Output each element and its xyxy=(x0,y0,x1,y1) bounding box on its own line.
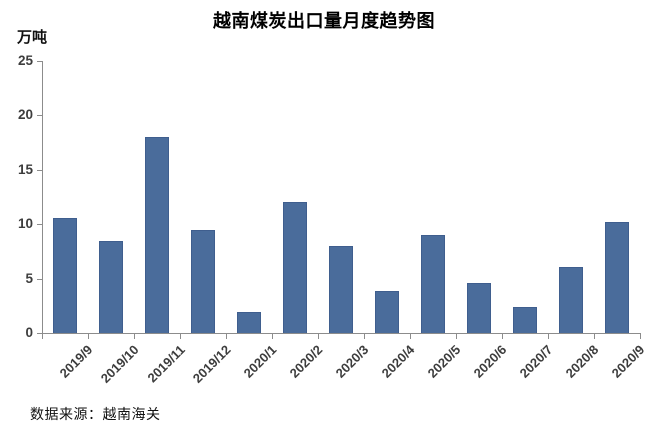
y-tick-mark xyxy=(37,170,42,171)
y-tick-mark xyxy=(37,61,42,62)
x-tick-mark xyxy=(134,333,135,339)
x-tick-mark xyxy=(594,333,595,339)
x-tick-mark xyxy=(272,333,273,339)
bar xyxy=(145,137,169,333)
bar xyxy=(513,307,537,333)
bar xyxy=(421,235,445,333)
x-tick-mark xyxy=(548,333,549,339)
x-tick-label: 2020/6 xyxy=(470,342,510,381)
y-tick-mark xyxy=(37,333,42,334)
y-axis-line xyxy=(42,61,43,333)
x-tick-mark xyxy=(410,333,411,339)
y-tick-label: 10 xyxy=(17,216,33,231)
x-axis-line xyxy=(42,333,641,334)
bar xyxy=(99,241,123,333)
x-tick-mark xyxy=(180,333,181,339)
x-tick-label: 2019/9 xyxy=(56,342,96,381)
y-axis-unit-label: 万吨 xyxy=(17,29,48,46)
y-tick-mark xyxy=(37,279,42,280)
x-tick-label: 2020/5 xyxy=(424,342,464,381)
x-tick-mark xyxy=(502,333,503,339)
x-tick-mark xyxy=(226,333,227,339)
x-tick-label: 2020/7 xyxy=(516,342,556,381)
x-tick-mark xyxy=(640,333,641,339)
x-tick-mark xyxy=(88,333,89,339)
bar xyxy=(53,218,77,333)
bar xyxy=(191,230,215,333)
bar xyxy=(329,246,353,333)
x-tick-label: 2019/11 xyxy=(144,342,188,386)
x-tick-label: 2019/12 xyxy=(189,342,234,386)
bar xyxy=(375,291,399,333)
x-tick-label: 2020/9 xyxy=(608,342,648,381)
bar xyxy=(605,222,629,333)
data-source-note: 数据来源：越南海关 xyxy=(30,406,161,422)
y-tick-mark xyxy=(37,115,42,116)
y-tick-label: 20 xyxy=(17,107,33,122)
x-tick-label: 2020/8 xyxy=(562,342,602,381)
bar xyxy=(283,202,307,333)
y-tick-label: 15 xyxy=(17,162,33,177)
x-tick-mark xyxy=(318,333,319,339)
x-tick-label: 2020/1 xyxy=(240,342,280,381)
x-tick-mark xyxy=(42,333,43,339)
x-tick-mark xyxy=(364,333,365,339)
y-tick-label: 25 xyxy=(17,53,33,68)
bar xyxy=(559,267,583,333)
x-tick-label: 2020/2 xyxy=(286,342,326,381)
bar xyxy=(237,312,261,333)
bar xyxy=(467,283,491,333)
y-tick-label: 0 xyxy=(25,325,33,340)
y-tick-mark xyxy=(37,224,42,225)
x-tick-label: 2020/3 xyxy=(332,342,372,381)
x-tick-label: 2019/10 xyxy=(97,342,142,386)
y-tick-label: 5 xyxy=(25,271,33,286)
x-tick-mark xyxy=(456,333,457,339)
chart-title: 越南煤炭出口量月度趋势图 xyxy=(213,11,435,31)
x-tick-label: 2020/4 xyxy=(378,342,418,381)
